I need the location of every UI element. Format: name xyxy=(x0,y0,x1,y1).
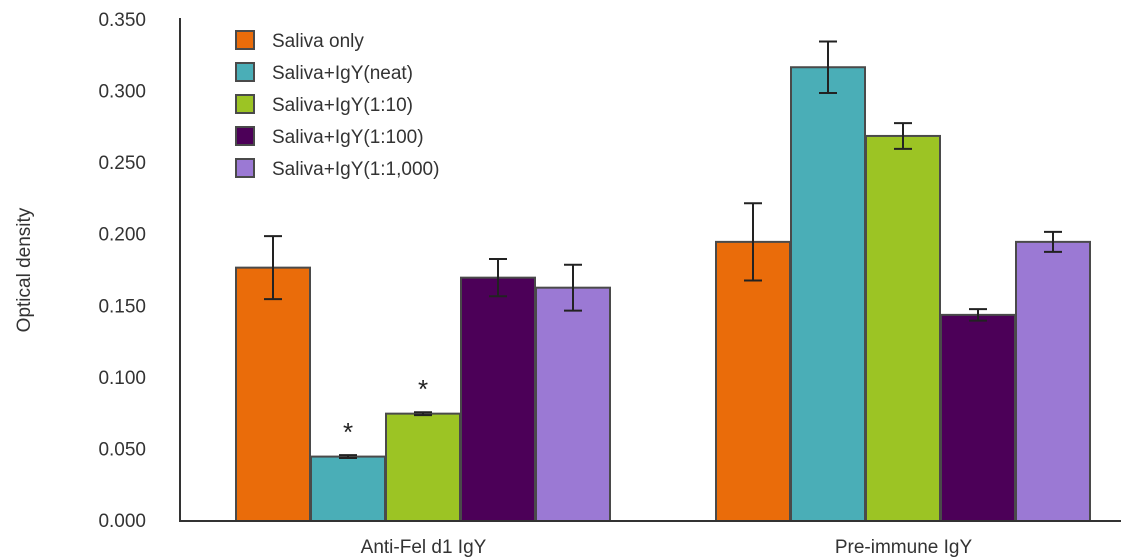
bars-layer xyxy=(235,66,1091,523)
legend: Saliva only Saliva+IgY(neat) Saliva+IgY(1:… xyxy=(235,30,439,180)
bar xyxy=(865,134,941,522)
legend-label: Saliva+IgY(1:100) xyxy=(272,127,424,148)
y-tick-label: 0.200 xyxy=(98,225,146,246)
bar xyxy=(385,412,461,522)
y-tick-label: 0.100 xyxy=(98,368,146,389)
legend-label: Saliva+IgY(neat) xyxy=(272,63,413,84)
legend-swatch xyxy=(235,94,255,114)
bar xyxy=(940,313,1016,523)
bar xyxy=(310,455,386,523)
significance-layer: ** xyxy=(343,374,428,447)
legend-swatch xyxy=(235,126,255,146)
legend-swatch xyxy=(235,62,255,82)
error-bars-layer xyxy=(264,40,1062,460)
category-labels: Anti-Fel d1 IgY Pre-immune IgY xyxy=(361,537,973,558)
y-tick-label: 0.350 xyxy=(98,10,146,31)
y-tick-label: 0.250 xyxy=(98,153,146,174)
y-axis-title: Optical density xyxy=(14,207,35,332)
significance-marker: * xyxy=(343,417,353,447)
bar xyxy=(460,276,536,522)
y-tick-label: 0.050 xyxy=(98,439,146,460)
category-label: Anti-Fel d1 IgY xyxy=(361,537,487,558)
y-tick-label: 0.150 xyxy=(98,296,146,317)
bar xyxy=(715,240,791,522)
bar xyxy=(790,66,866,522)
legend-label: Saliva only xyxy=(272,31,364,52)
legend-label: Saliva+IgY(1:1,000) xyxy=(272,159,439,180)
legend-label: Saliva+IgY(1:10) xyxy=(272,95,413,116)
bar xyxy=(235,266,311,522)
bar xyxy=(1015,240,1091,522)
y-tick-labels: 0.000 0.050 0.100 0.150 0.200 0.250 0.300 0.350 xyxy=(98,10,146,532)
y-tick-label: 0.000 xyxy=(98,511,146,532)
legend-swatch xyxy=(235,158,255,178)
y-tick-label: 0.300 xyxy=(98,82,146,103)
significance-marker: * xyxy=(418,374,428,404)
bar xyxy=(535,286,611,523)
legend-swatch xyxy=(235,30,255,50)
category-label: Pre-immune IgY xyxy=(835,537,973,558)
